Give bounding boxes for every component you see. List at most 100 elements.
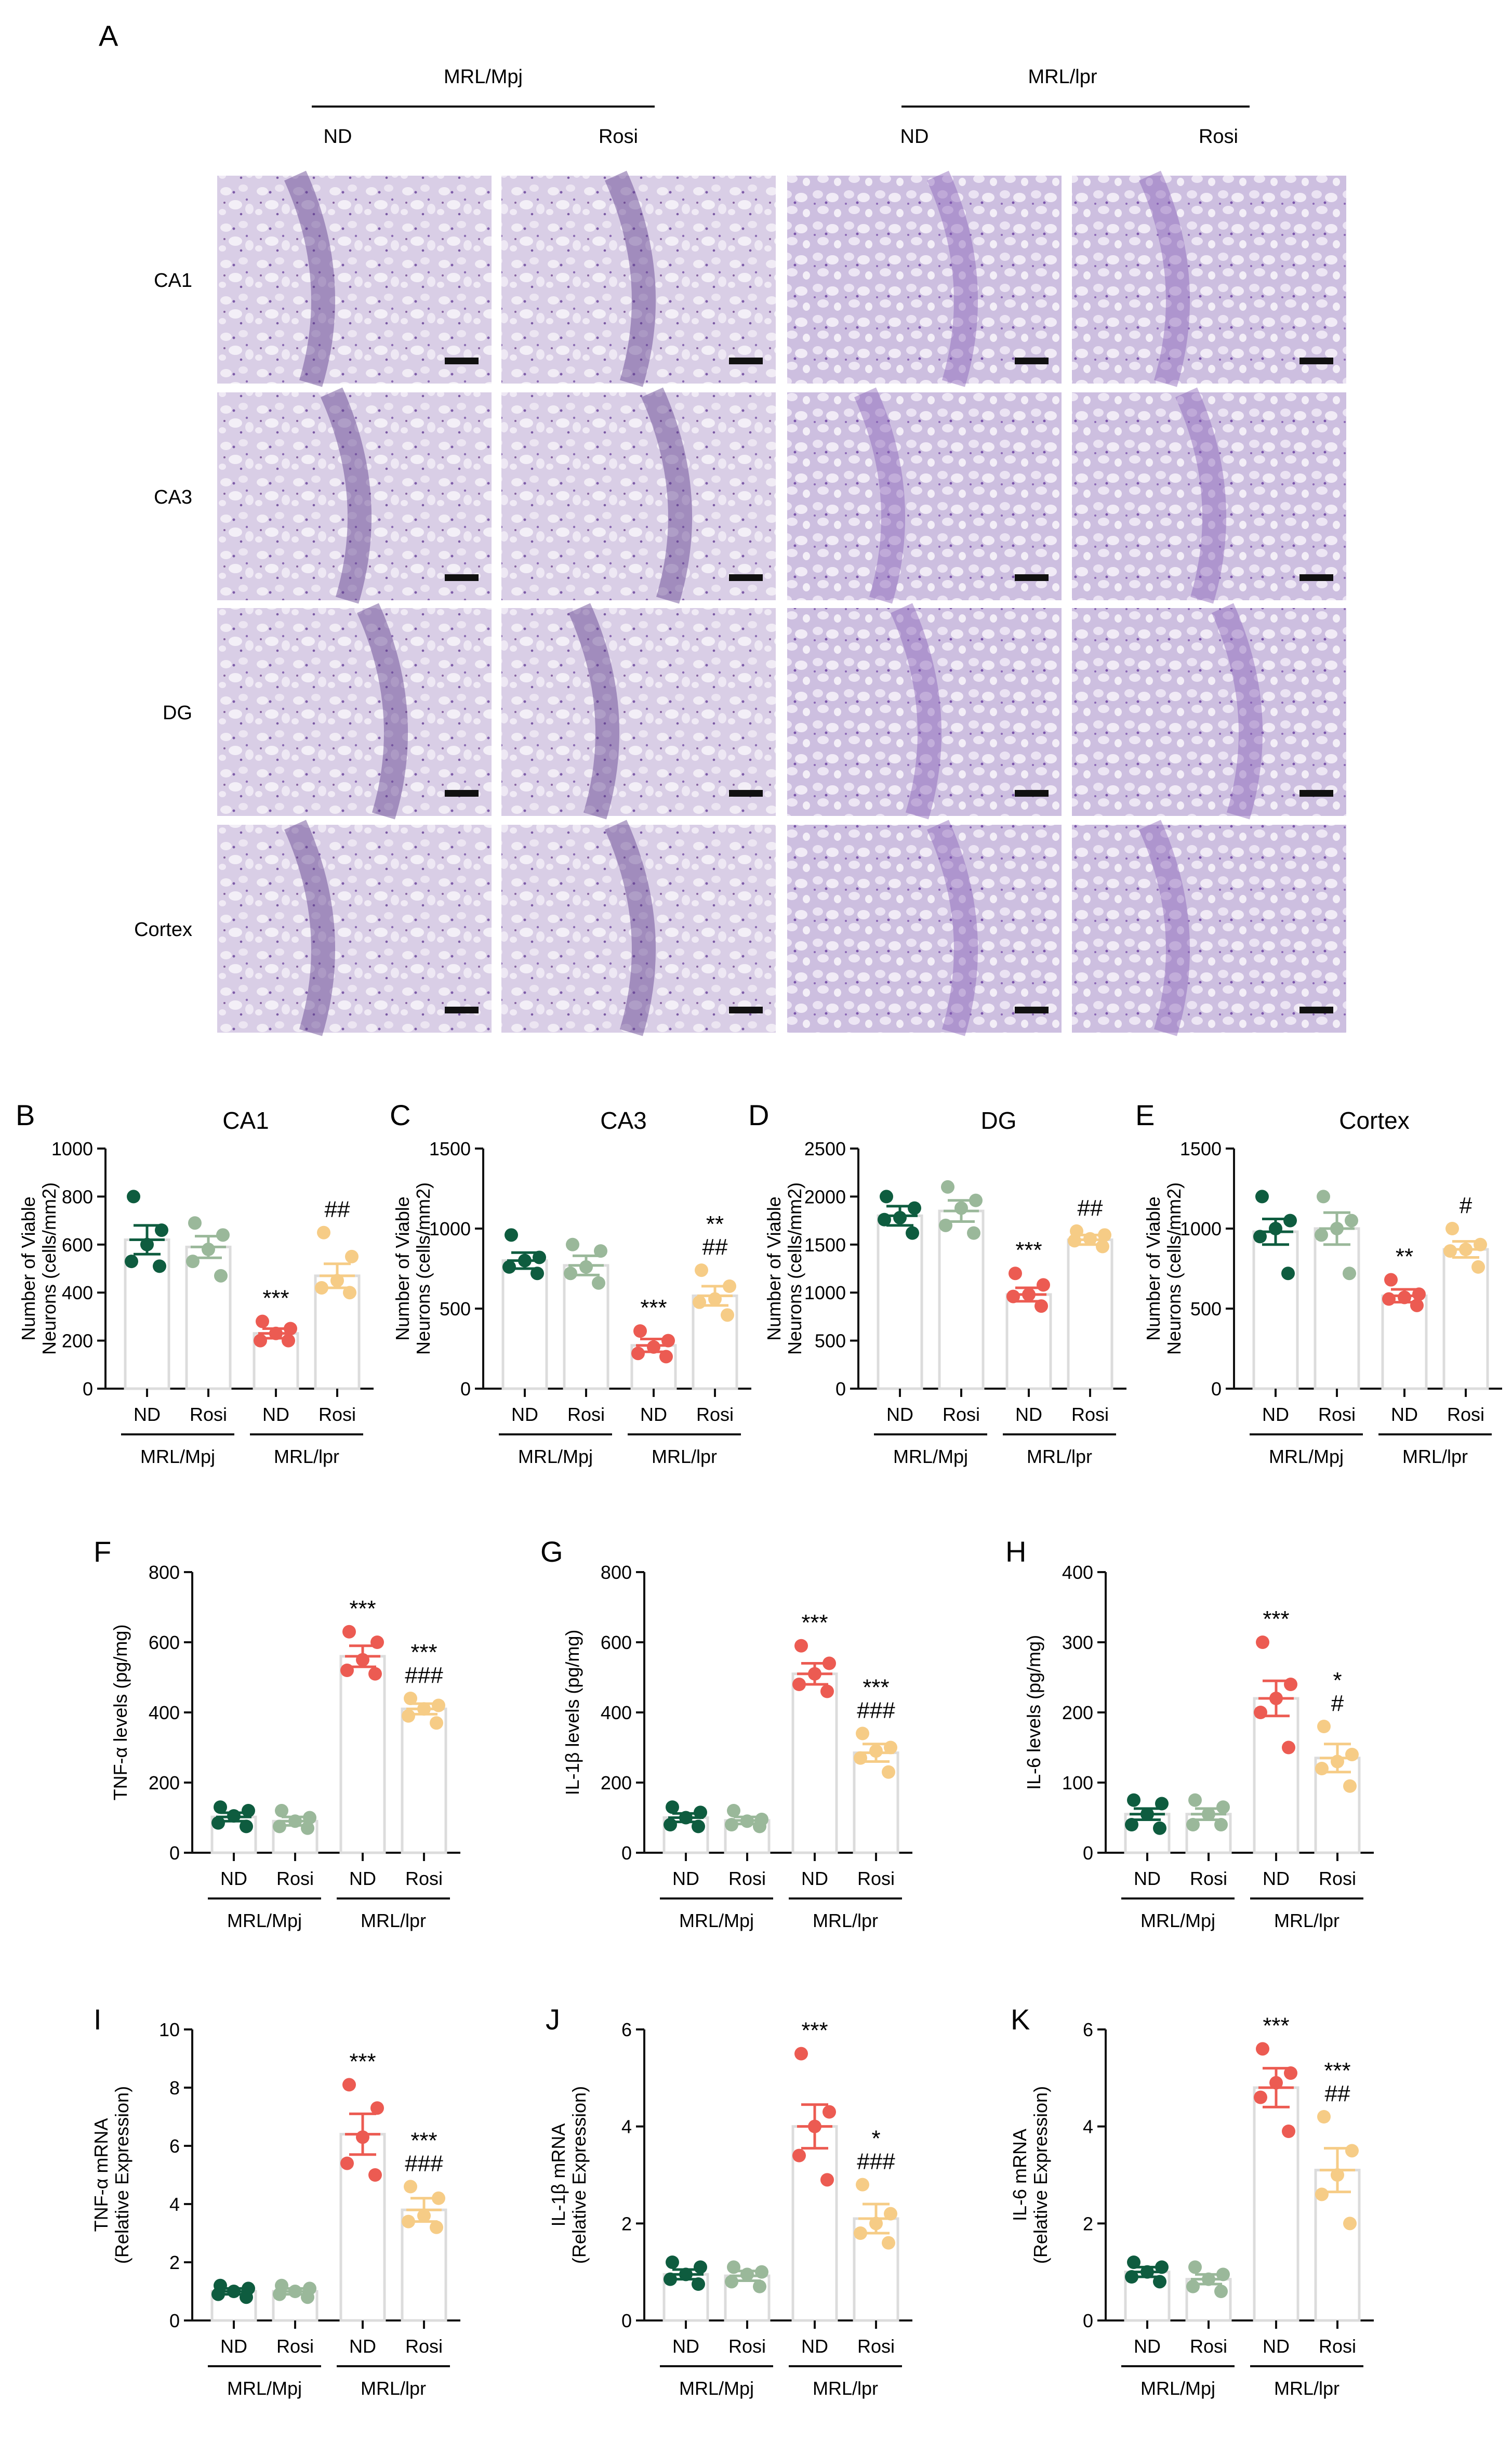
significance-marker: *** bbox=[410, 1640, 437, 1665]
data-point bbox=[882, 2236, 895, 2250]
chart-panel-j: J 0 2 4 6 IL-1β mRNA (Relative Expression) *** #… bbox=[546, 2003, 912, 2399]
y-axis-label: Number of Viable Neurons (cells/mm2) bbox=[763, 1182, 805, 1355]
significance-marker: ### bbox=[857, 1698, 895, 1723]
y-tick-label: 0 bbox=[1083, 1842, 1093, 1864]
data-point bbox=[1283, 1214, 1297, 1228]
data-point bbox=[125, 1255, 138, 1269]
strain-label: MRL/lpr bbox=[813, 2378, 878, 2399]
y-axis-label-line: Number of Viable bbox=[18, 1196, 39, 1341]
category-label: ND bbox=[349, 2336, 376, 2357]
strain-header: MRL/Mpj bbox=[444, 66, 523, 88]
scale-bar bbox=[1015, 358, 1049, 364]
strain-label: MRL/lpr bbox=[361, 2378, 426, 2399]
significance-marker: ** bbox=[706, 1211, 724, 1237]
data-point bbox=[1255, 1190, 1269, 1204]
data-point bbox=[969, 1193, 983, 1207]
significance-marker: ** bbox=[1396, 1244, 1413, 1270]
y-tick-label: 1000 bbox=[804, 1282, 846, 1303]
stained-cell-layer bbox=[891, 603, 941, 820]
chart-title: DG bbox=[981, 1107, 1017, 1134]
scale-bar bbox=[445, 1007, 479, 1013]
panel-letter: G bbox=[540, 1535, 563, 1568]
data-point bbox=[1153, 2275, 1166, 2289]
panel-letter: I bbox=[94, 2003, 102, 2036]
data-point bbox=[659, 1350, 673, 1364]
data-point bbox=[343, 1286, 356, 1300]
significance-marker: *** bbox=[1324, 2058, 1350, 2083]
data-point bbox=[1384, 1273, 1398, 1287]
data-point bbox=[1127, 1793, 1140, 1807]
data-point bbox=[1343, 1779, 1357, 1793]
data-point bbox=[368, 1667, 382, 1681]
strain-label: MRL/Mpj bbox=[227, 2378, 302, 2399]
data-point bbox=[282, 1334, 295, 1348]
strain-label: MRL/Mpj bbox=[679, 2378, 754, 2399]
stained-cell-layer bbox=[1139, 820, 1190, 1036]
y-tick-label: 0 bbox=[1211, 1378, 1222, 1400]
significance-marker: ## bbox=[702, 1234, 728, 1260]
y-tick-label: 2000 bbox=[804, 1186, 846, 1207]
category-label: Rosi bbox=[728, 2336, 766, 2357]
scale-bar bbox=[1299, 358, 1333, 364]
data-point bbox=[693, 1295, 706, 1309]
micrograph-image bbox=[217, 608, 492, 816]
y-tick-label: 2 bbox=[1083, 2213, 1093, 2234]
significance-marker: ### bbox=[405, 2151, 443, 2176]
y-tick-label: 4 bbox=[1083, 2116, 1093, 2138]
panel-letter-a: A bbox=[99, 19, 118, 52]
data-point bbox=[1256, 2042, 1269, 2056]
y-axis-label-line: IL-1β levels (pg/mg) bbox=[562, 1630, 583, 1796]
data-point bbox=[1214, 1818, 1228, 1831]
panel-letter: K bbox=[1011, 2003, 1030, 2036]
significance-marker: # bbox=[1460, 1193, 1473, 1218]
y-tick-label: 400 bbox=[149, 1702, 180, 1723]
category-label: ND bbox=[1134, 1868, 1161, 1889]
category-label: ND bbox=[262, 1404, 289, 1425]
y-axis-label-line: Neurons (cells/mm2) bbox=[784, 1182, 805, 1355]
data-point bbox=[594, 1244, 607, 1258]
y-tick-label: 0 bbox=[621, 1842, 632, 1864]
y-axis-label-line: Number of Viable bbox=[1143, 1196, 1164, 1341]
data-point bbox=[370, 2101, 384, 2115]
scale-bar bbox=[1299, 790, 1333, 797]
y-tick-label: 1000 bbox=[429, 1218, 471, 1239]
condition-header: Rosi bbox=[1199, 126, 1238, 148]
micrograph-image bbox=[501, 608, 776, 816]
strain-label: MRL/lpr bbox=[1027, 1446, 1092, 1467]
y-tick-label: 2 bbox=[169, 2252, 180, 2273]
data-point bbox=[794, 1639, 808, 1653]
y-tick-label: 400 bbox=[601, 1702, 632, 1723]
micrograph-image bbox=[501, 392, 776, 600]
data-point bbox=[505, 1228, 518, 1242]
scale-bar bbox=[445, 574, 479, 581]
data-point bbox=[1216, 2267, 1230, 2281]
strain-label: MRL/Mpj bbox=[227, 1910, 302, 1931]
panel-a-micrographs: A MRL/Mpj MRL/lpr ND Rosi ND Rosi CA1 CA3 DG Corte… bbox=[99, 19, 1346, 1036]
stained-cell-layer bbox=[284, 170, 335, 387]
stained-cell-layer bbox=[568, 603, 619, 820]
category-label: Rosi bbox=[190, 1404, 227, 1425]
data-point bbox=[1317, 1190, 1330, 1204]
y-tick-label: 0 bbox=[1083, 2310, 1093, 2331]
data-point bbox=[254, 1334, 267, 1348]
data-point bbox=[530, 1267, 544, 1281]
data-point bbox=[1034, 1299, 1048, 1313]
scale-bar bbox=[1299, 574, 1333, 581]
data-point bbox=[633, 1324, 647, 1338]
chart-title: CA1 bbox=[222, 1107, 269, 1134]
y-axis-label: IL-1β mRNA (Relative Expression) bbox=[548, 2086, 590, 2264]
y-axis-label-line: (Relative Expression) bbox=[568, 2086, 590, 2264]
category-label: ND bbox=[672, 2336, 699, 2357]
data-point bbox=[1006, 1289, 1020, 1303]
y-axis-label-line: Neurons (cells/mm2) bbox=[38, 1182, 60, 1355]
data-point bbox=[664, 2272, 677, 2286]
category-label: Rosi bbox=[1071, 1404, 1109, 1425]
y-tick-label: 4 bbox=[621, 2116, 632, 2138]
data-point bbox=[1098, 1228, 1111, 1242]
bar bbox=[1252, 1230, 1299, 1390]
data-point bbox=[823, 2105, 836, 2119]
y-tick-label: 600 bbox=[62, 1234, 93, 1256]
